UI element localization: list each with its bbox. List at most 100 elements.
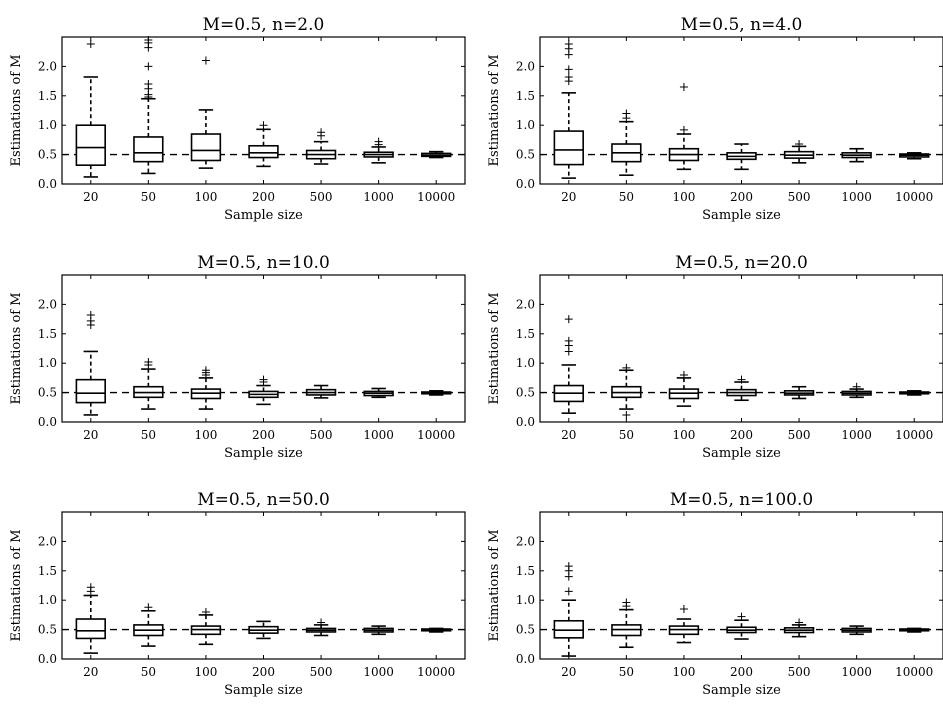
box-100	[190, 607, 222, 646]
x-tick-label: 100	[672, 190, 695, 204]
x-tick-label: 10000	[417, 428, 455, 442]
flier-point	[622, 363, 631, 372]
flier-point	[144, 62, 153, 71]
box-200	[726, 612, 757, 640]
y-tick-label: 1.5	[516, 89, 535, 103]
box-20	[553, 40, 584, 179]
flier-point	[737, 612, 746, 621]
flier-point	[622, 598, 631, 607]
x-tick-label: 1000	[841, 190, 872, 204]
x-tick-label: 20	[83, 428, 98, 442]
box-200	[248, 121, 279, 168]
box-500	[305, 618, 337, 637]
chart-title: M=0.5, n=4.0	[681, 15, 803, 35]
x-axis-label: Sample size	[702, 208, 781, 223]
x-tick-label: 20	[83, 665, 98, 679]
flier-point	[679, 605, 688, 614]
box-200	[726, 375, 757, 402]
flier-point	[374, 137, 383, 146]
box-100	[668, 605, 700, 644]
chart-title: M=0.5, n=100.0	[670, 490, 813, 510]
x-tick-label: 20	[561, 665, 576, 679]
x-tick-label: 1000	[841, 428, 872, 442]
x-tick-label: 100	[194, 190, 217, 204]
x-tick-label: 10000	[417, 665, 455, 679]
box-200	[726, 143, 757, 171]
y-axis-label: Estimations of M	[487, 54, 502, 166]
chart-title: M=0.5, n=20.0	[675, 253, 808, 273]
box-body	[75, 618, 106, 640]
box-200	[248, 375, 279, 406]
y-tick-label: 1.5	[516, 564, 535, 578]
flier-point	[737, 375, 746, 384]
flier-point	[259, 375, 268, 384]
chart-title: M=0.5, n=10.0	[197, 253, 330, 273]
flier-point	[622, 109, 631, 118]
y-axis-label: Estimations of M	[487, 292, 502, 404]
box-50	[611, 363, 642, 419]
box-1000	[841, 625, 872, 636]
y-tick-label: 0.0	[516, 177, 535, 191]
x-tick-label: 20	[561, 428, 576, 442]
flier-point	[679, 370, 688, 379]
box-100	[190, 366, 222, 410]
y-tick-label: 2.0	[38, 534, 57, 548]
flier-point	[564, 315, 573, 324]
y-tick-label: 1.5	[38, 564, 57, 578]
x-tick-label: 10000	[895, 190, 933, 204]
box-body	[133, 136, 164, 163]
flier-point	[564, 65, 573, 74]
x-tick-label: 1000	[363, 428, 394, 442]
y-tick-label: 1.0	[38, 593, 57, 607]
flier-point	[144, 80, 153, 89]
box-body	[553, 130, 584, 166]
y-tick-label: 2.0	[38, 297, 57, 311]
box-500	[305, 384, 337, 399]
y-tick-label: 1.0	[516, 593, 535, 607]
box-body	[75, 378, 106, 404]
flier-point	[86, 583, 95, 592]
x-tick-label: 200	[730, 428, 753, 442]
flier-point	[317, 618, 326, 627]
box-1000	[363, 387, 394, 399]
y-tick-label: 2.0	[516, 297, 535, 311]
plot-frame	[539, 511, 943, 660]
box-50	[611, 109, 642, 176]
box-body	[190, 133, 222, 162]
chart-panel: M=0.5, n=100.0 0.0 0.5 1.0 1.5 2.0 20 50 100 200 5…	[487, 490, 943, 698]
y-tick-label: 1.0	[38, 118, 57, 132]
y-tick-label: 0.0	[38, 415, 57, 429]
plot-frame	[539, 36, 943, 185]
x-tick-label: 100	[672, 428, 695, 442]
box-body	[553, 619, 584, 639]
y-tick-label: 1.0	[516, 356, 535, 370]
y-tick-label: 2.0	[516, 534, 535, 548]
flier-point	[564, 72, 573, 81]
x-tick-label: 1000	[363, 665, 394, 679]
flier-point	[144, 603, 153, 612]
flier-point	[144, 358, 153, 367]
x-axis-label: Sample size	[224, 683, 303, 698]
box-20	[553, 315, 584, 414]
y-tick-label: 0.5	[38, 148, 57, 162]
x-tick-label: 50	[619, 428, 634, 442]
x-tick-label: 50	[619, 665, 634, 679]
x-tick-label: 500	[310, 190, 333, 204]
x-tick-label: 10000	[417, 190, 455, 204]
y-tick-label: 1.0	[516, 118, 535, 132]
box-1000	[363, 137, 394, 164]
box-20	[75, 310, 106, 416]
x-tick-label: 1000	[363, 190, 394, 204]
box-10000	[899, 152, 930, 160]
box-50	[133, 603, 164, 647]
box-20	[75, 583, 106, 654]
box-50	[611, 598, 642, 649]
x-tick-label: 50	[141, 428, 156, 442]
flier-point	[564, 562, 573, 571]
x-tick-label: 500	[788, 665, 811, 679]
box-500	[783, 140, 815, 164]
box-500	[305, 128, 337, 165]
flier-point	[679, 125, 688, 134]
x-axis-label: Sample size	[224, 446, 303, 461]
